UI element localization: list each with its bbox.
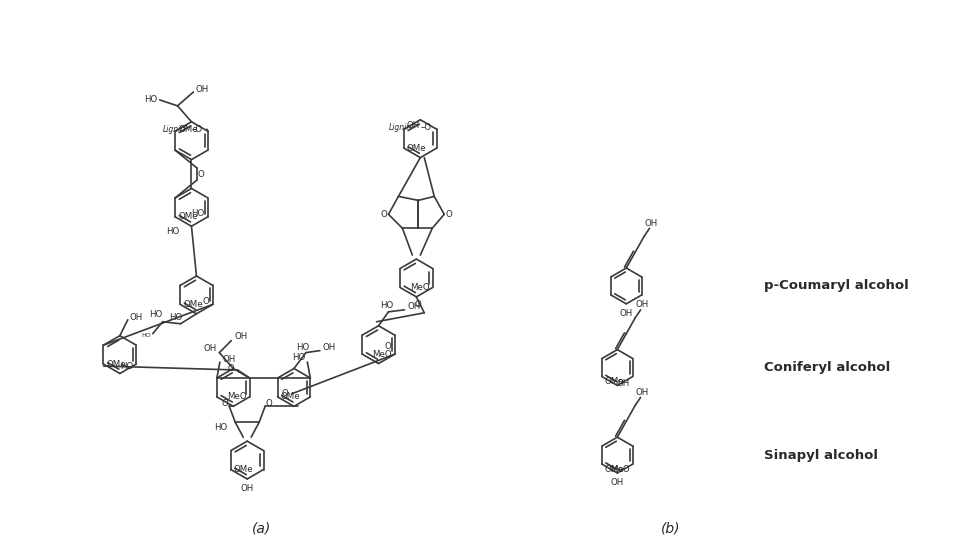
Text: MeO: MeO xyxy=(227,392,247,401)
Text: OMe: OMe xyxy=(280,392,300,401)
Text: –O: –O xyxy=(191,125,203,134)
Text: OH: OH xyxy=(130,314,143,322)
Text: OMe: OMe xyxy=(604,377,625,386)
Text: O: O xyxy=(446,210,453,219)
Text: OH: OH xyxy=(620,309,633,318)
Text: OH: OH xyxy=(611,478,624,488)
Text: OMe: OMe xyxy=(407,144,426,153)
Text: OH: OH xyxy=(617,379,630,388)
Text: –O: –O xyxy=(421,123,431,132)
Text: HO: HO xyxy=(169,314,183,322)
Text: OH: OH xyxy=(195,85,209,94)
Text: O: O xyxy=(202,297,209,306)
Text: MeO: MeO xyxy=(610,464,630,473)
Text: MeO: MeO xyxy=(410,283,429,292)
Text: OH: OH xyxy=(645,219,659,228)
Text: O: O xyxy=(197,170,204,179)
Text: OH: OH xyxy=(407,302,421,311)
Text: HO: HO xyxy=(292,353,306,361)
Text: OMe: OMe xyxy=(604,464,625,473)
Text: HO: HO xyxy=(380,301,394,310)
Text: OMe: OMe xyxy=(183,300,203,309)
Text: OH: OH xyxy=(636,300,649,309)
Text: OMe: OMe xyxy=(178,125,197,134)
Text: HO: HO xyxy=(296,343,309,352)
Text: OH: OH xyxy=(241,484,253,493)
Text: HO: HO xyxy=(191,209,205,218)
Text: O: O xyxy=(266,399,273,408)
Text: (b): (b) xyxy=(661,522,681,536)
Text: HO: HO xyxy=(141,333,151,338)
Text: MeO: MeO xyxy=(372,349,392,359)
Text: Lignin: Lignin xyxy=(162,125,186,134)
Text: O: O xyxy=(384,342,391,350)
Text: O: O xyxy=(415,300,422,309)
Text: HO: HO xyxy=(214,423,227,432)
Text: Coniferyl alcohol: Coniferyl alcohol xyxy=(764,361,890,374)
Text: OH: OH xyxy=(407,121,421,130)
Text: O: O xyxy=(222,399,228,408)
Text: p-Coumaryl alcohol: p-Coumaryl alcohol xyxy=(764,279,908,293)
Text: Sinapyl alcohol: Sinapyl alcohol xyxy=(764,449,878,462)
Text: OMe: OMe xyxy=(106,360,126,369)
Text: O: O xyxy=(228,364,235,372)
Text: OH: OH xyxy=(203,344,217,353)
Text: HO: HO xyxy=(166,226,180,236)
Text: OH: OH xyxy=(323,343,337,352)
Text: Lignin: Lignin xyxy=(389,123,412,132)
Text: OMe: OMe xyxy=(178,212,197,222)
Text: O: O xyxy=(281,390,288,398)
Text: OH: OH xyxy=(222,355,236,364)
Text: HO: HO xyxy=(149,310,162,319)
Text: HO: HO xyxy=(144,95,158,104)
Text: OH: OH xyxy=(636,388,649,397)
Text: O: O xyxy=(380,210,387,219)
Text: OH: OH xyxy=(234,332,248,341)
Text: HO: HO xyxy=(120,361,133,370)
Text: OMe: OMe xyxy=(234,465,253,474)
Text: (a): (a) xyxy=(251,522,271,536)
